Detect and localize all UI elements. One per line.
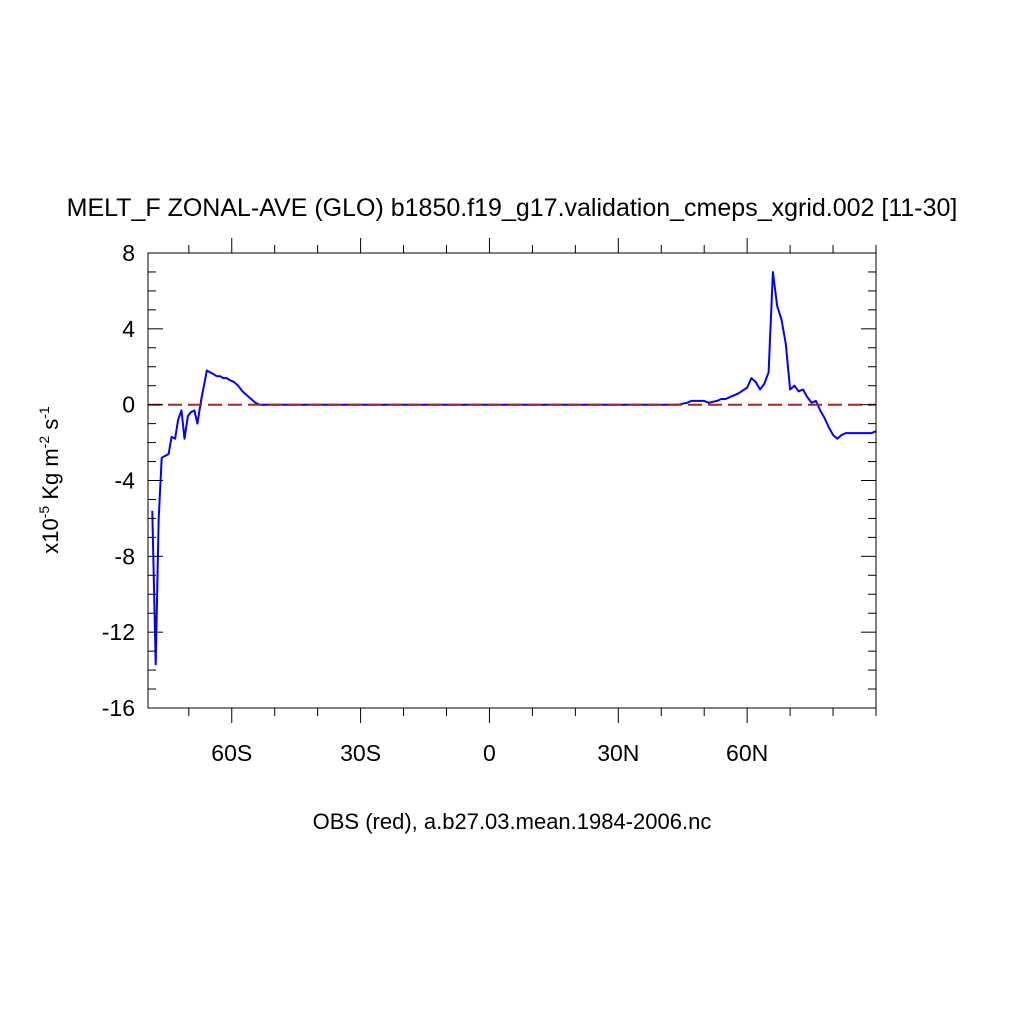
y-tick-label: 0: [122, 392, 135, 418]
y-label-unit-s: s: [38, 419, 63, 436]
plot-frame: [147, 252, 877, 709]
chart-title: MELT_F ZONAL-AVE (GLO) b1850.f19_g17.val…: [67, 194, 958, 222]
y-tick-label: -12: [102, 619, 135, 645]
x-axis-label: OBS (red), a.b27.03.mean.1984-2006.nc: [313, 809, 712, 834]
y-tick-label: -8: [115, 543, 135, 569]
y-label-unit-exp2: -1: [36, 406, 52, 419]
y-label-unit-exp1: -2: [36, 436, 52, 449]
y-label-exp: -5: [36, 506, 52, 519]
y-axis-label: x10-5 Kg m-2 s-1: [36, 406, 63, 554]
plot-area: [147, 252, 877, 709]
x-tick-label: 30S: [340, 740, 381, 766]
x-tick-label: 30N: [597, 740, 639, 766]
x-tick-label: 60N: [726, 740, 768, 766]
y-tick-label: -16: [102, 695, 135, 721]
axis-ticks: [148, 238, 877, 723]
y-label-unit: Kg m: [38, 448, 63, 505]
y-label-prefix: x10: [38, 518, 63, 553]
y-tick-label: 4: [122, 316, 135, 342]
y-tick-label: 8: [122, 240, 135, 266]
y-tick-label: -4: [115, 468, 136, 494]
x-tick-label: 60S: [211, 740, 252, 766]
axis-tick-labels: 60S 30S 0 30N 60N 8 4 0 -4 -8 -12 -16: [102, 240, 769, 766]
series-line-0: [151, 271, 877, 666]
x-tick-label: 0: [483, 740, 496, 766]
